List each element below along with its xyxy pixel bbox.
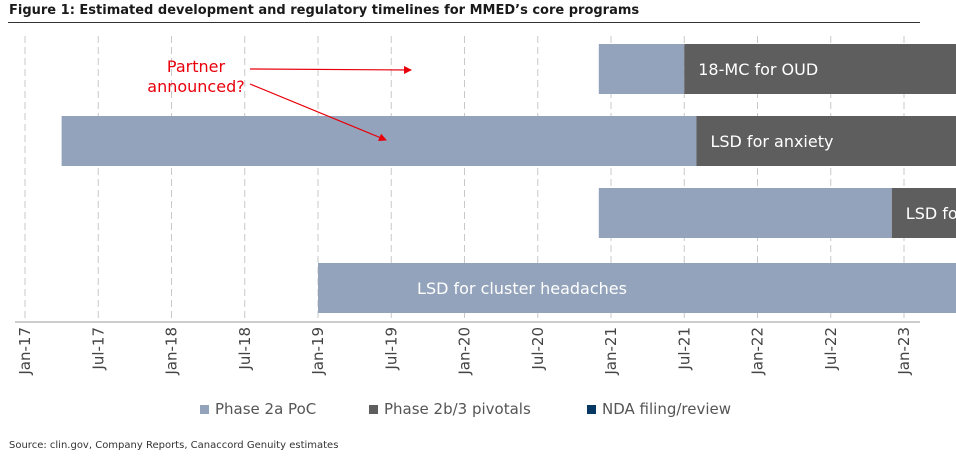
x-tick-label: Jan-22	[749, 327, 767, 376]
bar-segment	[696, 116, 956, 166]
legend-swatch	[587, 405, 596, 414]
bar-segment	[598, 44, 685, 94]
annotation-text: announced?	[147, 77, 244, 96]
bar-label: LSD for adult ADHD	[906, 204, 956, 223]
bar-label: 18-MC for OUD	[698, 60, 818, 79]
x-tick-label: Jul-21	[675, 327, 693, 371]
x-tick-label: Jul-17	[89, 327, 107, 371]
bar-segment	[61, 116, 697, 166]
source-note: Source: clin.gov, Company Reports, Canac…	[9, 440, 339, 451]
legend-item: Phase 2a PoC	[200, 400, 316, 418]
x-tick-label: Jan-17	[16, 327, 34, 376]
x-tick-label: Jul-20	[529, 327, 547, 371]
annotation-arrow	[249, 65, 412, 74]
x-tick-label: Jul-18	[236, 327, 254, 371]
legend-label: Phase 2a PoC	[215, 400, 316, 418]
x-tick-label: Jan-21	[602, 327, 620, 376]
x-tick-label: Jul-22	[822, 327, 840, 371]
x-tick-label: Jul-19	[382, 327, 400, 371]
bar-segment	[318, 263, 956, 313]
legend-item: NDA filing/review	[587, 400, 731, 418]
bar-segment	[598, 188, 892, 238]
program-row: LSD for anxiety	[61, 116, 956, 166]
bar-label: LSD for anxiety	[710, 132, 833, 151]
legend-label: Phase 2b/3 pivotals	[384, 400, 531, 418]
program-row: LSD for cluster headaches	[318, 263, 956, 313]
bar-segment	[684, 44, 956, 94]
legend-swatch	[369, 405, 378, 414]
x-tick-label: Jan-20	[456, 327, 474, 376]
program-row: LSD for adult ADHD	[598, 188, 956, 238]
legend-label: NDA filing/review	[602, 400, 731, 418]
legend-item: Phase 2b/3 pivotals	[369, 400, 531, 418]
annotation-arrow	[249, 83, 387, 142]
annotation-text: Partner	[167, 57, 226, 76]
bar-segment	[891, 188, 956, 238]
bar-label: LSD for cluster headaches	[417, 279, 627, 298]
legend-swatch	[200, 405, 209, 414]
x-tick-label: Jan-23	[895, 327, 913, 376]
figure-title: Figure 1: Estimated development and regu…	[9, 3, 640, 18]
x-tick-label: Jan-18	[163, 327, 181, 376]
program-row: 18-MC for OUD	[598, 44, 956, 94]
x-tick-label: Jan-19	[309, 327, 327, 376]
title-divider	[8, 22, 920, 23]
